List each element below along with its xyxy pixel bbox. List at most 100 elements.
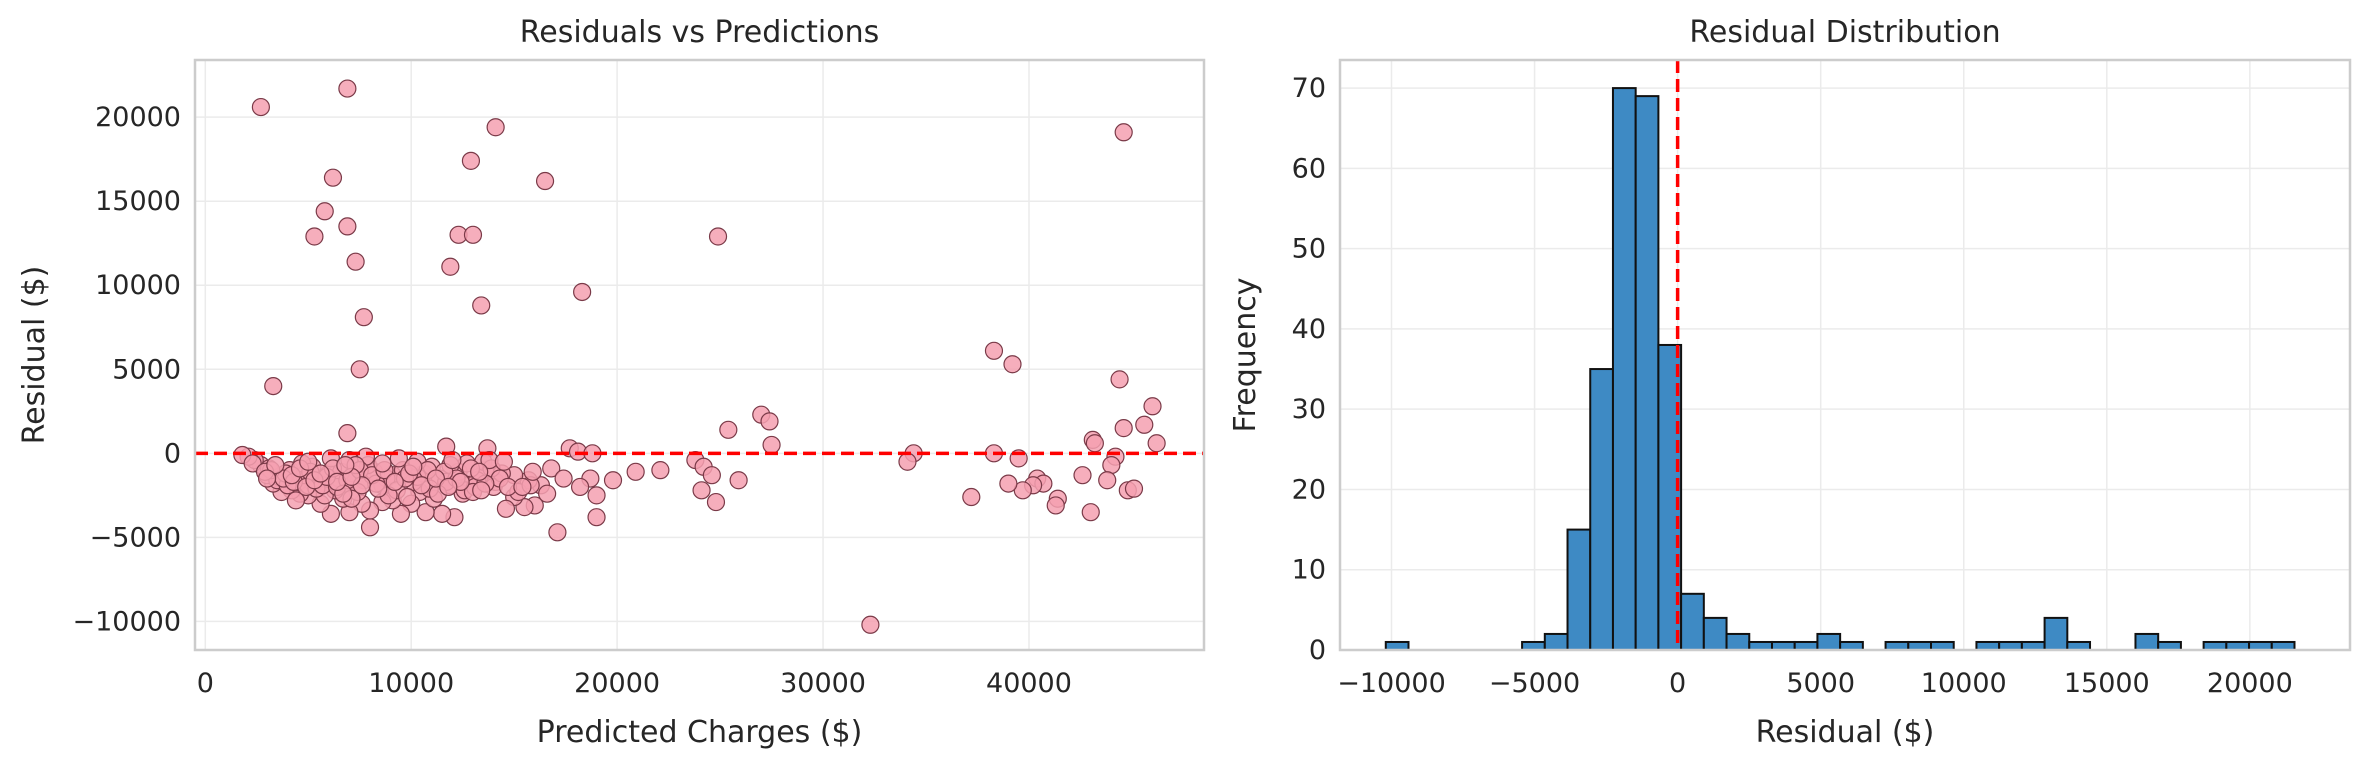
scatter-point	[1003, 355, 1022, 374]
x-tick-label: 20000	[574, 668, 660, 699]
x-tick-label: 30000	[780, 668, 866, 699]
scatter-point	[1081, 503, 1100, 522]
y-axis-label: Frequency	[1228, 278, 1263, 433]
x-tick-label: −5000	[1489, 668, 1580, 699]
scatter-point	[587, 508, 606, 527]
scatter-point	[461, 151, 481, 170]
histogram-bar	[1543, 632, 1569, 651]
y-tick-label: 0	[1309, 635, 1326, 666]
y-tick-label: 70	[1292, 73, 1326, 104]
x-tick-label: −10000	[1337, 668, 1446, 699]
scatter-point	[251, 97, 270, 117]
scatter-point	[441, 257, 460, 276]
scatter-panel: 0 10000 20000 30000 40000 −10000 −5000 0 5000 100…	[17, 15, 1206, 750]
scatter-point	[264, 376, 283, 396]
histogram-bar	[1611, 87, 1637, 652]
y-tick-label: 10000	[95, 270, 181, 301]
y-tick-label: 20	[1292, 474, 1326, 505]
x-tick-label: 0	[197, 668, 214, 699]
scatter-point	[433, 504, 452, 523]
y-tick-label: 10	[1292, 555, 1326, 586]
scatter-point	[513, 477, 532, 497]
y-tick-label: −5000	[90, 522, 181, 553]
scatter-point	[760, 412, 779, 431]
scatter-point	[369, 479, 388, 498]
scatter-point	[708, 227, 728, 246]
scatter-point	[373, 454, 392, 473]
y-tick-label: 30	[1292, 394, 1326, 425]
histogram-panel: −10000 −5000 0 5000 10000 15000 20000 0 10 20 30 40…	[1228, 15, 2352, 750]
scatter-point	[538, 484, 557, 503]
scatter-point	[729, 471, 748, 490]
scatter-point	[463, 225, 483, 244]
scatter-point	[346, 252, 365, 271]
scatter-point	[651, 461, 670, 480]
scatter-point	[1114, 419, 1133, 438]
scatter-point	[706, 492, 726, 512]
scatter-point	[472, 296, 491, 315]
scatter-point	[1102, 455, 1121, 475]
scatter-point	[523, 462, 542, 481]
scatter-point	[554, 469, 573, 488]
scatter-point	[587, 486, 606, 505]
x-tick-label: 20000	[2207, 668, 2293, 699]
x-tick-label: 0	[1669, 668, 1686, 699]
scatter-point	[535, 171, 555, 191]
x-tick-label: 10000	[368, 668, 454, 699]
scatter-point	[702, 466, 721, 485]
chart-title: Residual Distribution	[1689, 15, 2000, 50]
scatter-point	[470, 462, 489, 481]
scatter-point	[1098, 471, 1117, 490]
scatter-point	[898, 452, 917, 471]
scatter-point	[266, 455, 285, 475]
scatter-point	[338, 217, 357, 236]
x-tick-label: 40000	[986, 668, 1072, 699]
y-axis-label: Residual ($)	[17, 266, 52, 445]
scatter-point	[311, 464, 330, 483]
scatter-point	[570, 477, 590, 497]
scatter-point	[692, 481, 711, 500]
y-tick-label: 0	[164, 438, 181, 469]
scatter-point	[443, 450, 462, 470]
scatter-point	[999, 474, 1018, 493]
x-tick-label: 5000	[1786, 668, 1855, 699]
x-tick-label: 15000	[2064, 668, 2150, 699]
scatter-point	[486, 118, 505, 137]
scatter-point	[350, 360, 369, 379]
scatter-point	[1114, 123, 1133, 142]
scatter-point	[286, 491, 305, 510]
scatter-point	[338, 79, 357, 98]
scatter-point	[299, 452, 318, 471]
scatter-point	[1085, 434, 1104, 453]
scatter-point	[1110, 370, 1129, 389]
scatter-point	[336, 455, 355, 475]
scatter-point	[323, 168, 343, 187]
scatter-point	[984, 341, 1004, 360]
y-tick-label: 15000	[95, 186, 181, 217]
scatter-point	[762, 435, 781, 455]
scatter-point	[573, 282, 592, 302]
scatter-point	[1046, 496, 1065, 515]
scatter-point	[1147, 434, 1166, 453]
scatter-point	[305, 227, 324, 246]
histogram-bar	[1680, 592, 1705, 651]
scatter-point	[548, 523, 567, 542]
scatter-point	[496, 499, 516, 518]
scatter-point	[404, 457, 423, 476]
histogram-bar	[1725, 632, 1751, 651]
x-tick-label: 10000	[1921, 668, 2007, 699]
y-tick-label: 5000	[112, 354, 181, 385]
scatter-point	[354, 308, 373, 327]
scatter-point	[1073, 466, 1092, 485]
scatter-point	[315, 202, 334, 221]
scatter-point	[861, 615, 880, 634]
scatter-point	[416, 503, 435, 522]
scatter-point	[391, 504, 411, 523]
histogram-bar	[1589, 368, 1614, 651]
scatter-point	[338, 424, 357, 443]
y-tick-label: 50	[1292, 234, 1326, 265]
scatter-point	[397, 487, 417, 507]
histogram-bar	[1816, 632, 1842, 651]
y-tick-label: 60	[1292, 153, 1326, 184]
histogram-bar	[1634, 95, 1660, 652]
